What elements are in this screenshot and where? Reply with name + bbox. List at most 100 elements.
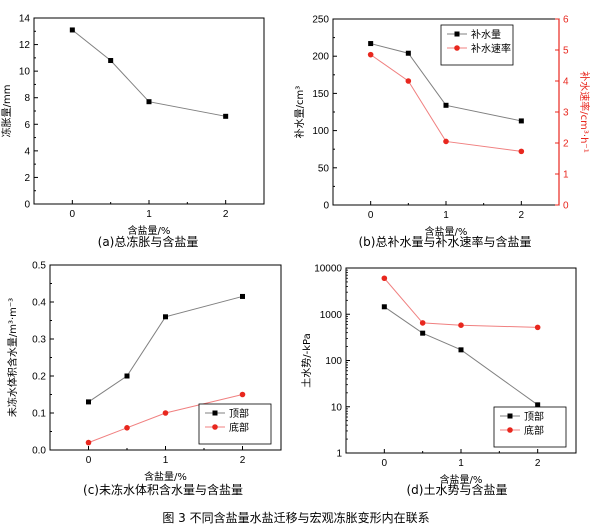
x-axis-label: 含盐量/%: [144, 470, 187, 483]
x-axis-label: 含盐量/%: [128, 224, 171, 237]
y-tick-label: 6: [24, 120, 30, 131]
chart-b: 0 1 2 0 50 100 150 200 250 0 1 2 3 4 5 6 含盐量/% 补水量/cm³ 补水速…: [293, 15, 591, 250]
data-point: [535, 402, 541, 408]
y-tick-label: 10: [331, 402, 343, 413]
data-point: [443, 138, 449, 145]
y-tick-label: 0: [24, 200, 30, 211]
y-tick-label: 12: [19, 40, 31, 51]
legend-label: 底部: [229, 421, 249, 434]
series-line: [370, 54, 522, 152]
data-point: [518, 118, 524, 124]
chart-caption: (b)总补水量与补水速率与含盐量: [359, 234, 532, 249]
y-tick-label: 10: [19, 67, 31, 78]
y-tick-label: 0.1: [32, 409, 46, 420]
legend-label: 底部: [524, 424, 544, 437]
right-y-axis-label: 补水速率/cm³·h⁻¹: [578, 71, 591, 152]
legend-marker: [454, 31, 460, 37]
legend-box: [440, 24, 514, 66]
data-point: [368, 41, 374, 47]
data-point: [458, 322, 464, 328]
y-tick-label: 2: [24, 173, 30, 184]
series-line: [383, 277, 538, 328]
y-tick-label: 8: [24, 93, 30, 104]
data-point: [85, 439, 92, 446]
right-y-tick-label: 5: [563, 46, 569, 57]
x-tick-label: 1: [458, 458, 464, 469]
data-point: [223, 113, 229, 119]
legend-label: 补水量: [471, 28, 501, 41]
y-tick-label: 1: [336, 449, 342, 460]
y-axis-label: 土水势/-kPa: [300, 333, 313, 387]
right-y-tick-label: 1: [563, 170, 569, 181]
x-tick-label: 0: [368, 210, 374, 221]
x-tick-label: 2: [240, 455, 246, 466]
y-tick-label: 250: [312, 15, 329, 26]
y-tick-label: 0.0: [32, 446, 46, 457]
data-point: [534, 324, 541, 331]
legend-marker: [454, 45, 460, 51]
y-tick-label: 150: [312, 89, 329, 100]
y-tick-label: 0.3: [32, 335, 46, 346]
y-tick-label: 14: [19, 14, 31, 25]
legend-label: 补水速率: [471, 42, 511, 55]
data-point: [239, 391, 246, 398]
data-point: [69, 27, 75, 33]
data-point: [163, 314, 168, 320]
x-axis-label: 含盐量/%: [425, 225, 468, 238]
x-tick-label: 1: [443, 210, 449, 221]
chart-caption: (d)土水势与含盐量: [407, 482, 508, 497]
data-point: [86, 399, 91, 405]
data-point: [124, 373, 130, 379]
data-point: [518, 148, 525, 155]
x-tick-label: 2: [519, 210, 525, 221]
legend-box: [493, 406, 567, 448]
chart-caption: (c)未冻水体积含水量与含盐量: [83, 482, 243, 497]
chart-c: 0 1 2 0.0 0.1 0.2 0.3 0.4 0.5 含盐量/% 未冻水体积含水量/m³·m⁻…: [6, 261, 282, 497]
right-y-tick-label: 4: [563, 77, 569, 88]
data-point: [146, 99, 152, 105]
data-point: [381, 275, 388, 282]
data-point: [162, 410, 169, 416]
x-tick-label: 2: [223, 209, 229, 220]
data-point: [240, 293, 245, 299]
y-tick-label: 1000: [320, 310, 343, 321]
data-point: [108, 58, 114, 64]
y-tick-label: 100: [325, 356, 342, 367]
legend-label: 顶部: [229, 407, 249, 420]
data-point: [458, 347, 464, 353]
series-line: [72, 29, 226, 117]
legend-label: 顶部: [524, 410, 544, 423]
plot-frame: [33, 17, 265, 205]
data-point: [405, 50, 411, 56]
data-point: [124, 425, 130, 431]
y-tick-label: 0: [323, 201, 329, 212]
y-tick-label: 100: [312, 126, 329, 137]
x-tick-label: 1: [163, 455, 169, 466]
legend-marker: [507, 427, 513, 433]
x-tick-label: 0: [70, 209, 76, 220]
data-point: [443, 102, 449, 108]
y-tick-label: 4: [24, 146, 30, 157]
y-axis-label: 冻胀量/mm: [0, 85, 13, 138]
right-y-tick-label: 6: [563, 15, 569, 26]
right-y-tick-label: 3: [563, 108, 569, 119]
right-y-tick-label: 2: [563, 139, 569, 150]
x-tick-label: 0: [86, 455, 92, 466]
series-line: [384, 306, 538, 406]
y-axis-label: 未冻水体积含水量/m³·m⁻³: [6, 298, 19, 417]
legend-marker: [212, 424, 218, 430]
figure-caption: 图 3 不同含盐量水盐迁移与宏观冻胀变形内在联系: [162, 510, 429, 525]
data-point: [420, 330, 426, 336]
y-tick-label: 10000: [314, 264, 342, 275]
x-axis-label: 含盐量/%: [440, 473, 483, 486]
y-tick-label: 200: [312, 52, 329, 63]
x-tick-label: 2: [535, 458, 541, 469]
right-y-tick-label: 0: [563, 201, 569, 212]
data-point: [405, 78, 412, 84]
